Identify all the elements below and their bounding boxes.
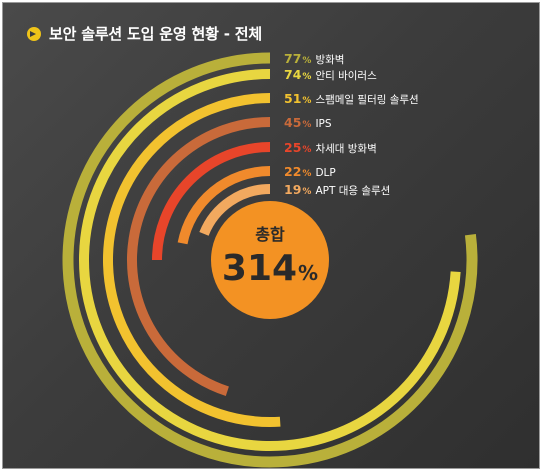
series-unit: % xyxy=(302,187,311,197)
series-label-3: 51% 스팸메일 필터링 솔루션 xyxy=(284,91,419,106)
arc-6 xyxy=(177,166,271,245)
series-label-2: 74% 안티 바이러스 xyxy=(284,67,377,82)
series-value: 19 xyxy=(284,182,301,197)
arc-1 xyxy=(62,52,478,468)
series-name: IPS xyxy=(315,118,331,130)
series-unit: % xyxy=(302,145,311,155)
series-unit: % xyxy=(302,72,311,82)
chart-title: 보안 솔루션 도입 운영 현황 - 전체 xyxy=(49,25,262,43)
series-unit: % xyxy=(302,169,311,179)
arc-7 xyxy=(199,184,271,236)
series-label-7: 19% APT 대응 솔루션 xyxy=(284,182,390,197)
chart-title-bar: 보안 솔루션 도입 운영 현황 - 전체 xyxy=(27,23,262,44)
arc-3 xyxy=(102,93,281,427)
series-value: 51 xyxy=(284,91,301,106)
series-label-1: 77% 방화벽 xyxy=(284,51,344,66)
arc-4 xyxy=(127,117,271,397)
series-label-5: 25% 차세대 방화벽 xyxy=(284,140,377,155)
series-name: APT 대응 솔루션 xyxy=(315,185,390,197)
series-value: 45 xyxy=(284,115,301,130)
arc-2 xyxy=(78,69,461,451)
series-value: 74 xyxy=(284,67,302,82)
arc-5 xyxy=(152,142,271,261)
series-name: 스팸메일 필터링 솔루션 xyxy=(315,93,418,106)
total-circle xyxy=(211,201,329,319)
total-label: 총합 xyxy=(255,225,285,244)
total-unit: % xyxy=(298,261,318,285)
total-value-text: 314% xyxy=(222,248,318,289)
arrow-circle-icon xyxy=(27,26,41,41)
series-unit: % xyxy=(302,120,311,130)
series-value: 22 xyxy=(284,164,301,179)
series-label-6: 22% DLP xyxy=(284,164,336,179)
series-name: 차세대 방화벽 xyxy=(315,143,376,155)
series-unit: % xyxy=(302,56,311,66)
series-value: 77 xyxy=(284,51,301,66)
series-label-4: 45% IPS xyxy=(284,115,332,130)
total-value: 314 xyxy=(222,248,297,289)
series-name: 안티 바이러스 xyxy=(315,70,377,82)
series-name: 방화벽 xyxy=(315,54,344,66)
series-unit: % xyxy=(302,96,311,106)
series-name: DLP xyxy=(315,167,335,179)
series-value: 25 xyxy=(284,140,301,155)
